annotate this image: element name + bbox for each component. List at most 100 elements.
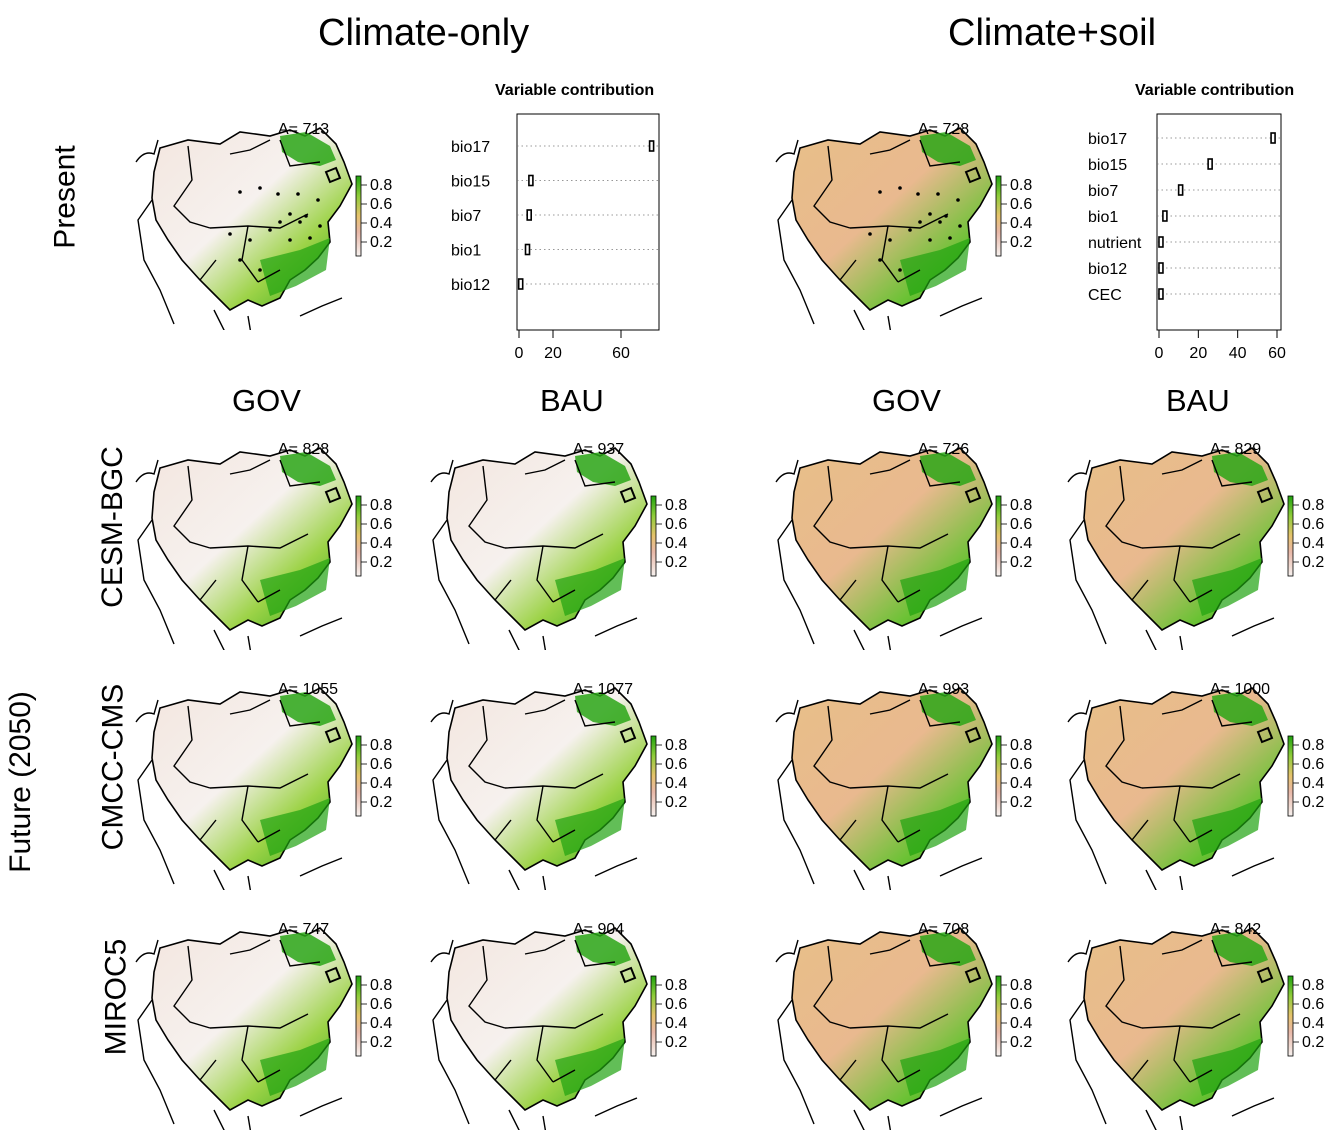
legend-tick-label: 0.8	[370, 497, 392, 514]
island-outline	[1256, 726, 1274, 744]
legend-tick-label: 0.8	[370, 737, 392, 754]
map-svg: A= 726 0.8 0.6 0.4 0.2	[775, 441, 1032, 650]
occurrence-point	[268, 228, 272, 232]
legend-bar	[355, 495, 362, 577]
highland-patch	[280, 452, 336, 486]
coast-line	[853, 869, 865, 890]
legend-tick-label: 0.4	[370, 215, 392, 232]
occurrence-point	[928, 212, 932, 216]
country-border	[1173, 1025, 1191, 1083]
coast-line	[137, 759, 175, 885]
x-tick-label: 60	[1268, 345, 1286, 362]
country-border	[241, 1025, 259, 1083]
coast-line	[299, 617, 343, 637]
country-border	[869, 459, 911, 475]
country-border	[241, 545, 259, 603]
x-tick-label: 0	[515, 345, 524, 362]
country-border	[919, 459, 961, 487]
occurrence-point	[878, 190, 882, 194]
coast-line	[432, 519, 470, 645]
country-border	[1141, 773, 1241, 789]
island-outline	[324, 166, 342, 184]
occurrence-point	[276, 192, 280, 196]
country-border	[536, 1025, 554, 1083]
coast-line	[1145, 1109, 1157, 1130]
country-border	[574, 939, 616, 967]
country-border	[1211, 939, 1253, 967]
legend-tick-label: 0.8	[1010, 177, 1032, 194]
map-svg: A= 713 0.8 0.6 0.4 0.2	[135, 121, 392, 330]
chart-title: Variable contribution	[1135, 82, 1294, 99]
legend-tick-label: 0.6	[1302, 756, 1324, 773]
area-label: A= 1055	[278, 681, 338, 698]
coast-line	[1069, 519, 1107, 645]
country-border	[839, 1059, 857, 1081]
country-border	[552, 1069, 576, 1083]
area-label: A= 828	[278, 441, 329, 458]
variable-label: bio12	[1088, 261, 1127, 278]
suitability-map: A= 828 0.8 0.6 0.4 0.2	[130, 430, 400, 650]
variable-label: bio17	[1088, 131, 1127, 148]
country-border	[1131, 579, 1149, 601]
section-title-climate-soil: Climate+soil	[948, 12, 1157, 54]
occurrence-point	[908, 228, 912, 232]
legend-tick-label: 0.4	[370, 775, 392, 792]
legend-tick-label: 0.6	[665, 996, 687, 1013]
contribution-marker	[648, 140, 655, 152]
island-outline	[619, 486, 637, 504]
legend-tick-label: 0.6	[1010, 996, 1032, 1013]
x-tick-label: 20	[544, 345, 562, 362]
legend-tick-label: 0.4	[665, 1015, 687, 1032]
suitability-map: A= 713 0.8 0.6 0.4 0.2	[130, 110, 400, 330]
suitability-map: A= 708 0.8 0.6 0.4 0.2	[770, 910, 1040, 1130]
country-border	[919, 699, 961, 727]
southern-patch	[900, 1038, 970, 1096]
country-border	[279, 139, 321, 167]
map-svg: A= 993 0.8 0.6 0.4 0.2	[775, 681, 1032, 890]
country-border	[173, 945, 211, 1029]
country-border	[881, 1025, 899, 1083]
legend-tick-label: 0.6	[1010, 756, 1032, 773]
highland-patch	[920, 452, 976, 486]
country-border	[199, 259, 217, 281]
legend-tick-label: 0.6	[1010, 516, 1032, 533]
suitability-map: A= 904 0.8 0.6 0.4 0.2	[425, 910, 695, 1130]
country-border	[279, 459, 321, 487]
legend-tick-label: 0.8	[370, 177, 392, 194]
country-border	[524, 939, 566, 955]
contribution-marker	[1177, 184, 1184, 196]
coast-line	[430, 459, 454, 483]
occurrence-point	[898, 268, 902, 272]
coast-line	[432, 999, 470, 1125]
occurrence-point	[258, 186, 262, 190]
country-border	[897, 589, 921, 603]
coast-line	[247, 875, 252, 890]
coast-line	[939, 617, 983, 637]
occurrence-point	[944, 214, 948, 218]
country-border	[241, 225, 259, 283]
country-border	[209, 213, 309, 229]
legend-tick-label: 0.6	[370, 756, 392, 773]
island-outline	[964, 966, 982, 984]
coast-line	[777, 519, 815, 645]
coast-line	[775, 699, 799, 723]
country-border	[574, 699, 616, 727]
legend-bar	[355, 175, 362, 257]
variable-label: nutrient	[1088, 235, 1142, 252]
legend-bar	[995, 495, 1002, 577]
country-border	[209, 1013, 309, 1029]
country-border	[1161, 699, 1203, 715]
area-label: A= 993	[918, 681, 969, 698]
country-border	[1189, 829, 1213, 843]
coast-line	[135, 939, 159, 963]
country-border	[813, 465, 851, 549]
country-border	[257, 1069, 281, 1083]
coast-line	[542, 1115, 547, 1130]
highland-patch	[575, 932, 631, 966]
variable-label: bio1	[451, 243, 481, 260]
suitability-map: A= 842 0.8 0.6 0.4 0.2	[1062, 910, 1332, 1130]
contribution-marker	[1207, 158, 1213, 170]
coast-line	[887, 875, 892, 890]
legend-tick-label: 0.2	[665, 794, 687, 811]
x-tick-label: 0	[1155, 345, 1164, 362]
